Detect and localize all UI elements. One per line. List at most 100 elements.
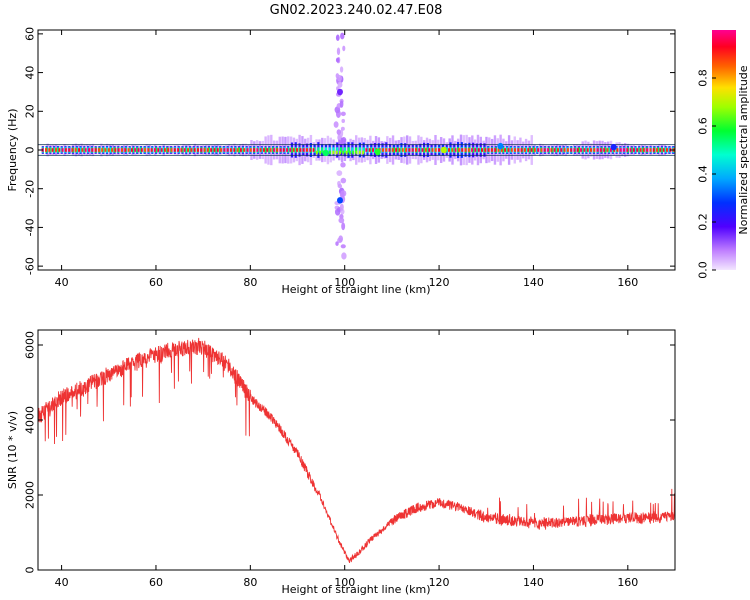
spectrogram-halo xyxy=(383,141,386,159)
spectrogram-core xyxy=(504,148,507,152)
spectrogram-core xyxy=(144,148,147,152)
spectrogram-core xyxy=(642,148,645,152)
spectrogram-feature xyxy=(322,149,329,157)
spectrogram-vertical-dot xyxy=(340,177,347,184)
spectrogram-core xyxy=(593,148,596,152)
spectrogram-core xyxy=(81,148,84,152)
spectrogram-core xyxy=(120,148,123,152)
spectrogram-band-green xyxy=(351,147,354,153)
snr-ytick-label: 2000 xyxy=(24,481,37,509)
spectrogram-core xyxy=(213,148,216,152)
spectrogram-band-green xyxy=(158,147,161,153)
spectrogram-core xyxy=(239,148,242,152)
colorbar-gradient xyxy=(712,30,736,270)
spectrogram-core xyxy=(150,148,153,152)
spectrogram-core xyxy=(461,148,464,152)
spectrogram-band-green xyxy=(56,147,60,153)
spectrogram-y-label: Frequency (Hz) xyxy=(6,109,19,192)
spectrogram-core xyxy=(64,148,67,152)
spectrogram-core xyxy=(51,148,54,152)
spectrogram-band-green xyxy=(524,147,528,153)
spectrogram-band-green xyxy=(558,147,562,153)
spectrogram-core xyxy=(45,148,48,152)
spectrogram-core xyxy=(272,148,275,152)
snr-ytick-label: 0 xyxy=(24,567,37,574)
spectrogram-xtick-label: 40 xyxy=(55,276,69,289)
spectrogram-vertical-dot xyxy=(335,34,340,41)
snr-x-ticks: 40 60 80 100 120 140 160 xyxy=(55,330,638,589)
spectrogram-core xyxy=(319,150,322,155)
spectrogram-core xyxy=(299,148,302,152)
spectrogram-core xyxy=(566,148,569,152)
spectrogram-core xyxy=(117,148,120,152)
spectrogram-ytick-label: 0 xyxy=(24,147,37,154)
spectrogram-core xyxy=(405,148,408,152)
spectrogram-core xyxy=(418,148,421,152)
spectrogram-band-green xyxy=(49,147,52,153)
spectrogram-core xyxy=(583,148,586,152)
spectrogram-core xyxy=(381,148,384,152)
spectrogram-band-green xyxy=(317,147,320,153)
spectrogram-core xyxy=(130,148,133,152)
spectrogram-content xyxy=(38,32,675,260)
spectrogram-band-green xyxy=(479,147,482,153)
spectrogram-halo xyxy=(519,137,522,163)
spectrogram-feature xyxy=(374,148,381,156)
spectrogram-halo xyxy=(326,135,330,165)
spectrogram-core xyxy=(507,148,510,152)
spectrogram-core xyxy=(157,148,160,152)
spectrogram-core xyxy=(414,148,417,152)
spectrogram-vertical-dot xyxy=(341,252,347,260)
spectrogram-band-green xyxy=(181,147,184,153)
snr-background xyxy=(38,330,675,570)
spectrogram-core xyxy=(454,148,457,152)
spectrogram-core xyxy=(140,148,143,152)
spectrogram-core xyxy=(302,148,305,152)
spectrogram-core xyxy=(289,148,292,152)
spectrogram-ytick-label: -40 xyxy=(24,218,37,236)
spectrogram-band-green xyxy=(313,147,316,153)
spectrogram-halo xyxy=(564,143,567,157)
spectrogram-core xyxy=(338,150,341,155)
spectrogram-core xyxy=(362,150,365,155)
spectrogram-halo xyxy=(485,136,488,164)
spectrogram-band-green xyxy=(634,147,637,153)
spectrogram-core xyxy=(639,148,642,152)
spectrogram-core xyxy=(388,148,391,152)
spectrogram-core xyxy=(659,148,662,152)
spectrogram-band-green xyxy=(336,147,339,153)
spectrogram-band-green xyxy=(581,147,584,153)
spectrogram-band-green xyxy=(528,147,531,153)
spectrogram-core xyxy=(530,148,533,152)
spectrogram-core xyxy=(656,148,659,152)
spectrogram-core xyxy=(147,148,150,152)
spectrogram-ytick-label: 60 xyxy=(24,27,37,41)
spectrogram-core xyxy=(556,148,559,152)
spectrogram-core xyxy=(494,148,497,152)
spectrogram-band-green xyxy=(75,147,78,153)
spectrogram-halo xyxy=(145,144,148,156)
spectrogram-xtick-label: 60 xyxy=(149,276,163,289)
spectrogram-band-green xyxy=(321,147,324,153)
spectrogram-halo xyxy=(224,145,228,155)
spectrogram-band-green xyxy=(630,147,633,153)
spectrogram-band-green xyxy=(188,147,192,153)
spectrogram-vertical-dot xyxy=(337,74,342,82)
colorbar: 0.0 0.2 0.4 0.6 0.8 Normalized spectral ampl… xyxy=(697,30,750,279)
spectrogram-vertical-dot xyxy=(340,32,345,40)
spectrogram-core xyxy=(652,148,655,152)
snr-ytick-label: 4000 xyxy=(24,406,37,434)
spectrogram-core xyxy=(596,148,599,152)
spectrogram-core xyxy=(619,148,622,152)
spectrogram-core xyxy=(447,148,450,152)
spectrogram-panel: 40 60 80 100 120 140 160 -60 -40 -20 0 20 40 60 Heig… xyxy=(6,27,676,296)
spectrogram-band-green xyxy=(664,147,667,153)
spectrogram-vertical-dot xyxy=(339,66,344,73)
spectrogram-vertical-dot xyxy=(340,126,345,131)
spectrogram-core xyxy=(91,148,94,152)
spectrogram-band-green xyxy=(105,147,109,153)
snr-content xyxy=(38,337,675,563)
spectrogram-core xyxy=(636,148,639,152)
spectrogram-vertical-dot xyxy=(335,57,340,63)
